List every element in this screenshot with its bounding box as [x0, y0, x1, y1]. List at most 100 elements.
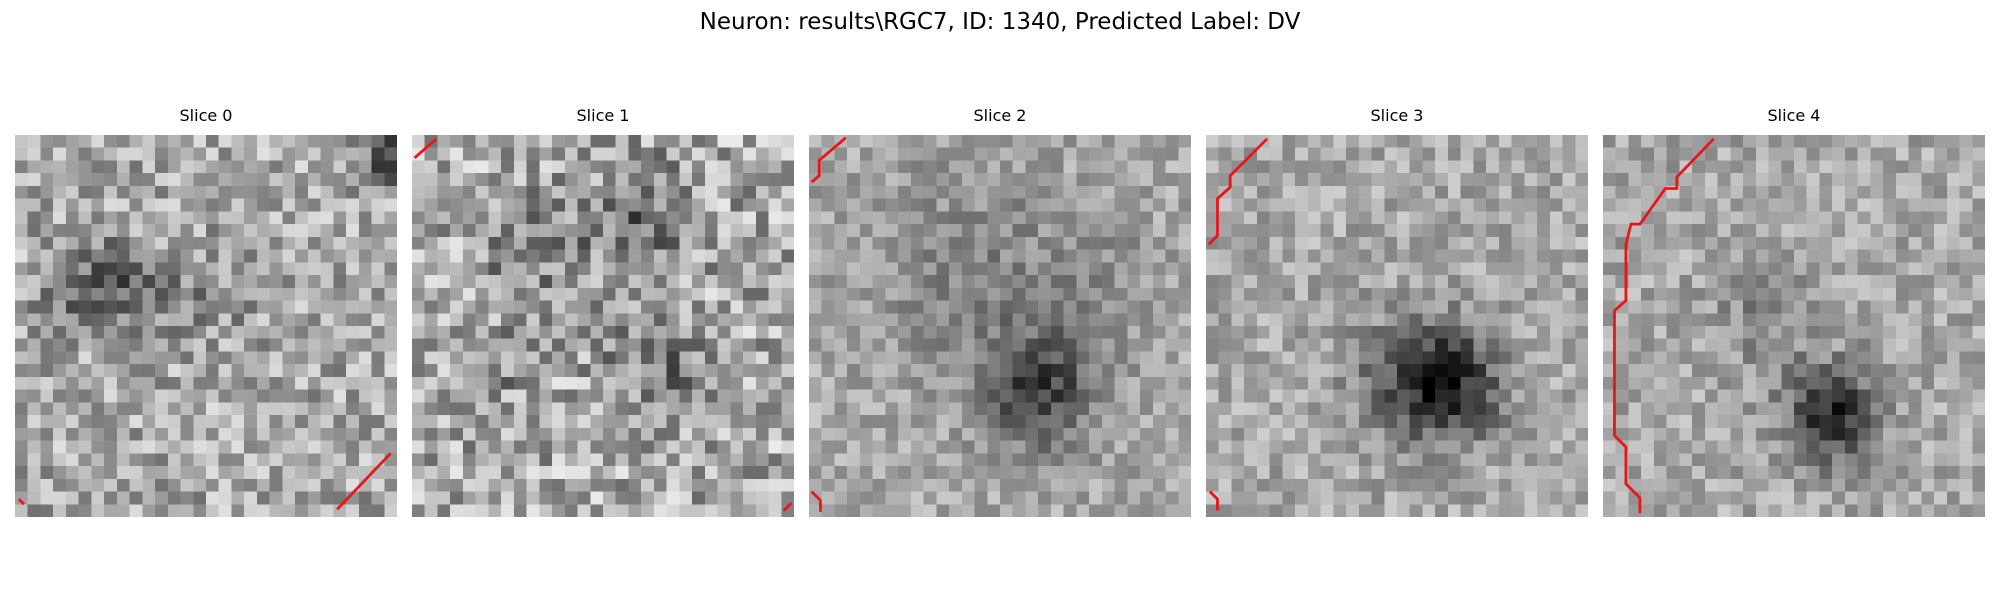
heatmap-cell — [450, 376, 464, 390]
slice-heatmap-4 — [1603, 135, 1985, 517]
heatmap-cell — [1883, 504, 1897, 517]
heatmap-cell — [730, 478, 744, 492]
heatmap-cell — [1127, 147, 1141, 161]
heatmap-cell — [424, 440, 438, 454]
heatmap-cell — [244, 313, 258, 327]
heatmap-cell — [1768, 478, 1782, 492]
heatmap-cell — [666, 287, 680, 301]
heatmap-cell — [15, 351, 28, 365]
heatmap-cell — [1857, 389, 1871, 403]
heatmap-cell — [1628, 376, 1642, 390]
heatmap-cell — [231, 224, 245, 238]
heatmap-cell — [295, 504, 309, 517]
heatmap-cell — [358, 198, 372, 212]
heatmap-cell — [1333, 287, 1347, 301]
heatmap-cell — [1806, 236, 1820, 250]
heatmap-cell — [78, 466, 92, 480]
heatmap-cell — [1921, 440, 1935, 454]
heatmap-cell — [1972, 224, 1985, 238]
heatmap-cell — [475, 135, 489, 148]
heatmap-cell — [1127, 287, 1141, 301]
heatmap-cell — [987, 198, 1001, 212]
heatmap-cell — [704, 491, 718, 505]
heatmap-cell — [53, 351, 67, 365]
heatmap-cell — [1692, 275, 1706, 289]
heatmap-cell — [936, 224, 950, 238]
heatmap-cell — [437, 351, 451, 365]
heatmap-cell — [1781, 491, 1795, 505]
heatmap-cell — [1755, 224, 1769, 238]
heatmap-cell — [462, 376, 476, 390]
heatmap-cell — [1127, 326, 1141, 339]
heatmap-cell — [412, 287, 425, 301]
heatmap-cell — [282, 376, 296, 390]
heatmap-cell — [1101, 453, 1115, 467]
heatmap-cell — [666, 135, 680, 148]
heatmap-cell — [1908, 313, 1922, 327]
heatmap-cell — [987, 491, 1001, 505]
heatmap-cell — [27, 478, 41, 492]
heatmap-cell — [1653, 402, 1667, 416]
heatmap-cell — [1959, 236, 1973, 250]
heatmap-cell — [1178, 160, 1191, 174]
heatmap-cell — [1959, 478, 1973, 492]
heatmap-cell — [320, 300, 334, 314]
heatmap-cell — [1730, 135, 1744, 148]
heatmap-cell — [1256, 376, 1270, 390]
heatmap-cell — [1000, 376, 1013, 390]
heatmap-cell — [384, 440, 397, 454]
heatmap-cell — [564, 173, 578, 187]
heatmap-cell — [577, 364, 591, 378]
heatmap-cell — [1000, 491, 1013, 505]
heatmap-cell — [1409, 415, 1423, 429]
heatmap-cell — [244, 262, 258, 276]
heatmap-cell — [256, 440, 270, 454]
heatmap-cell — [1934, 236, 1948, 250]
heatmap-cell — [91, 453, 105, 467]
heatmap-cell — [552, 376, 566, 390]
heatmap-cell — [256, 147, 270, 161]
heatmap-cell — [1346, 313, 1360, 327]
heatmap-cell — [1717, 198, 1731, 212]
heatmap-cell — [501, 300, 515, 314]
heatmap-cell — [1460, 402, 1474, 416]
heatmap-cell — [1755, 466, 1769, 480]
heatmap-cell — [936, 135, 950, 148]
heatmap-cell — [1857, 198, 1871, 212]
heatmap-cell — [1575, 453, 1588, 467]
heatmap-cell — [1165, 211, 1179, 225]
heatmap-cell — [1089, 275, 1103, 289]
heatmap-cell — [1666, 147, 1680, 161]
heatmap-cell — [1819, 313, 1833, 327]
heatmap-cell — [1346, 351, 1360, 365]
heatmap-cell — [256, 300, 270, 314]
heatmap-cell — [1511, 313, 1525, 327]
heatmap-cell — [1307, 478, 1321, 492]
heatmap-cell — [768, 135, 782, 148]
heatmap-cell — [116, 402, 130, 416]
heatmap-cell — [821, 135, 835, 148]
heatmap-cell — [1870, 173, 1884, 187]
heatmap-cell — [526, 173, 540, 187]
heatmap-cell — [320, 224, 334, 238]
heatmap-cell — [1218, 147, 1232, 161]
heatmap-cell — [307, 415, 321, 429]
heatmap-cell — [743, 160, 757, 174]
heatmap-cell — [450, 389, 464, 403]
heatmap-cell — [1857, 224, 1871, 238]
heatmap-cell — [1486, 415, 1500, 429]
heatmap-cell — [1653, 466, 1667, 480]
heatmap-cell — [1794, 376, 1807, 390]
heatmap-cell — [974, 478, 988, 492]
heatmap-cell — [1692, 313, 1706, 327]
heatmap-cell — [526, 478, 540, 492]
heatmap-cell — [730, 147, 744, 161]
heatmap-cell — [1397, 173, 1410, 187]
heatmap-cell — [1089, 173, 1103, 187]
heatmap-cell — [692, 338, 706, 352]
heatmap-cell — [1358, 160, 1372, 174]
heatmap-cell — [450, 224, 464, 238]
heatmap-cell — [384, 160, 397, 174]
heatmap-cell — [552, 211, 566, 225]
heatmap-cell — [821, 440, 835, 454]
